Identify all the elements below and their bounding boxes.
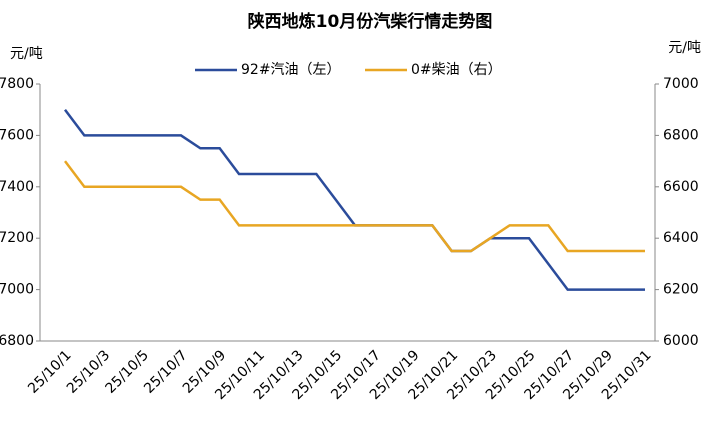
- series-line: [64, 160, 645, 253]
- y-tick-label: 7200: [0, 230, 34, 246]
- y-tick-label: 7800: [0, 76, 34, 92]
- y-axis-label: 元/吨: [10, 46, 43, 62]
- y-tick-label: 7000: [0, 282, 34, 298]
- chart-title: 陕西地炼10月份汽柴行情走势图: [248, 11, 493, 32]
- series-line: [64, 108, 645, 291]
- y-tick-label: 7400: [0, 179, 34, 195]
- y2-tick-label: 6400: [663, 230, 699, 246]
- y-tick-label: 6800: [0, 333, 34, 349]
- y2-tick-label: 6600: [663, 179, 699, 195]
- y2-tick-label: 6200: [663, 282, 699, 298]
- y2-tick-label: 6800: [663, 127, 699, 143]
- y-tick-label: 7600: [0, 127, 34, 143]
- y2-axis-label: 元/吨: [668, 40, 701, 56]
- y2-tick-label: 6000: [663, 333, 699, 349]
- y2-tick-label: 7000: [663, 76, 699, 92]
- legend-label: 0#柴油（右）: [411, 62, 502, 78]
- legend-label: 92#汽油（左）: [241, 62, 341, 78]
